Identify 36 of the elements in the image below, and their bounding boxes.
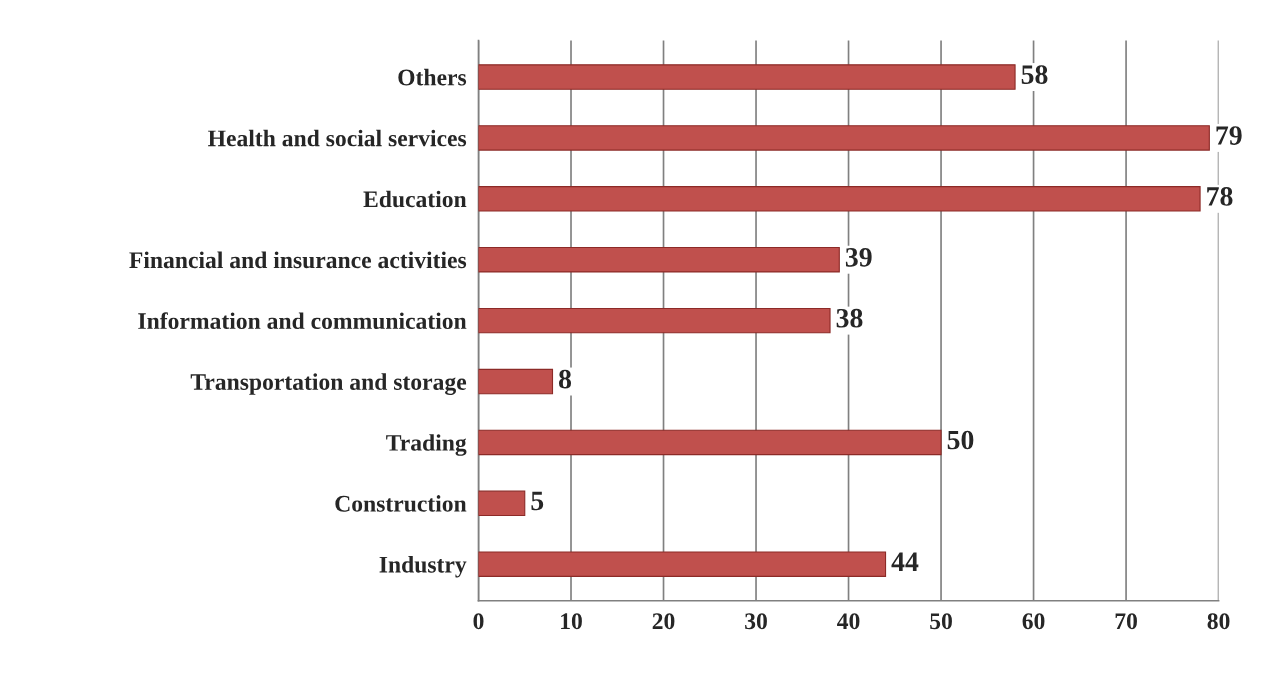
y-tick-label: Transportation and storage: [190, 373, 467, 395]
x-tick-label: 10: [561, 613, 582, 630]
x-tick-label: 40: [837, 613, 860, 630]
y-tick-label: Industry: [379, 556, 467, 578]
bar: [478, 64, 1016, 90]
y-tick-label: Information and communication: [138, 312, 467, 330]
data-label: 5: [531, 491, 544, 511]
y-tick-label: Others: [398, 68, 467, 86]
bar: [478, 186, 1201, 212]
x-tick-label: 20: [652, 613, 675, 630]
bar: [478, 368, 554, 395]
x-tick-label: 30: [745, 613, 767, 630]
y-tick-label: Trading: [386, 434, 467, 456]
x-tick-label: 80: [1207, 613, 1230, 630]
data-label: 50: [947, 430, 974, 450]
data-label: 78: [1207, 187, 1233, 206]
bar: [478, 125, 1210, 151]
bar: [478, 490, 526, 517]
data-label: 39: [845, 248, 872, 267]
y-tick-label: Health and social services: [208, 129, 467, 147]
y-tick-label: Education: [363, 190, 467, 208]
x-tick-label: 0: [473, 613, 484, 630]
data-label: 44: [891, 552, 919, 571]
x-tick-label: 70: [1115, 613, 1137, 630]
data-label: 8: [558, 369, 572, 389]
bar: [478, 307, 831, 334]
y-tick-label: Construction: [335, 495, 467, 512]
data-label: 79: [1216, 126, 1242, 145]
bar: [478, 246, 840, 273]
data-label: 58: [1021, 65, 1048, 84]
bar: [478, 429, 942, 456]
bar: [478, 551, 887, 577]
data-label: 38: [836, 308, 863, 328]
x-tick-label: 50: [930, 613, 952, 630]
x-tick-label: 60: [1022, 613, 1045, 630]
y-tick-label: Financial and insurance activities: [129, 251, 467, 269]
